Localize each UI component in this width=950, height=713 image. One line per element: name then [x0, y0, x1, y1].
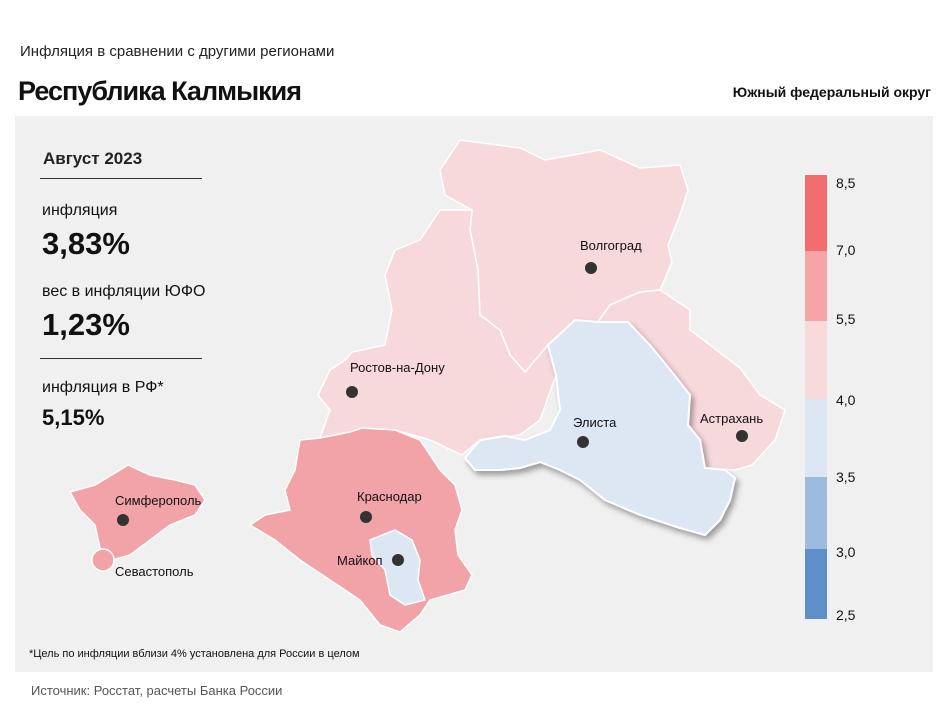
weight-label: вес в инфляции ЮФО: [42, 283, 206, 300]
region-sevastopol[interactable]: [91, 548, 115, 572]
city-volgograd[interactable]: Волгоград: [580, 238, 642, 274]
city-sevastopol[interactable]: Севастополь: [115, 564, 194, 579]
city-krasnodar[interactable]: Краснодар: [357, 489, 422, 523]
inflation-value: 3,83%: [42, 226, 130, 261]
rf-inflation-label: инфляция в РФ*: [42, 379, 164, 396]
divider: [40, 178, 202, 179]
legend-tick: 3,0: [836, 544, 856, 560]
legend-tick: 8,5: [836, 175, 856, 191]
city-label: Краснодар: [357, 489, 422, 504]
city-label: Волгоград: [580, 238, 642, 253]
legend-swatch-5: [805, 549, 827, 619]
legend-swatch-0: [805, 175, 827, 251]
city-label: Симферополь: [115, 493, 202, 508]
legend-swatch-1: [805, 251, 827, 321]
region-rostov[interactable]: [317, 209, 557, 456]
city-elista[interactable]: Элиста: [573, 415, 617, 448]
footnote: *Цель по инфляции вблизи 4% установлена …: [29, 648, 360, 660]
legend-tick: 7,0: [836, 242, 856, 258]
legend-swatch-4: [805, 477, 827, 549]
legend-tick: 2,5: [836, 607, 856, 623]
inflation-label: инфляция: [42, 202, 118, 219]
chart-subtitle: Инфляция в сравнении с другими регионами: [20, 43, 335, 60]
legend-swatch-2: [805, 321, 827, 399]
city-label: Астрахань: [700, 411, 763, 426]
district-label: Южный федеральный округ: [732, 84, 931, 100]
source-note: Источник: Росстат, расчеты Банка России: [31, 683, 283, 698]
city-label: Элиста: [573, 415, 617, 430]
city-astrakhan[interactable]: Астрахань: [700, 411, 763, 442]
legend-tick: 4,0: [836, 392, 856, 408]
period-label: Август 2023: [43, 149, 143, 168]
page-title: Республика Калмыкия: [18, 76, 302, 106]
city-label: Ростов-на-Дону: [350, 360, 445, 375]
divider: [40, 358, 202, 359]
region-kalmykia[interactable]: [463, 318, 737, 537]
region-crimea[interactable]: [68, 464, 206, 561]
city-simferopol[interactable]: Симферополь: [115, 493, 202, 526]
weight-value: 1,23%: [42, 307, 130, 342]
city-label: Севастополь: [115, 564, 194, 579]
rf-inflation-value: 5,15%: [42, 405, 105, 430]
region-adygea[interactable]: [369, 529, 426, 606]
region-krasnodar[interactable]: [248, 427, 473, 633]
legend-tick: 3,5: [836, 469, 856, 485]
city-rostov[interactable]: Ростов-на-Дону: [346, 360, 445, 398]
legend-swatch-3: [805, 399, 827, 477]
city-maykop[interactable]: Майкоп: [337, 553, 404, 568]
legend-tick: 5,5: [836, 311, 856, 327]
city-label: Майкоп: [337, 553, 383, 568]
